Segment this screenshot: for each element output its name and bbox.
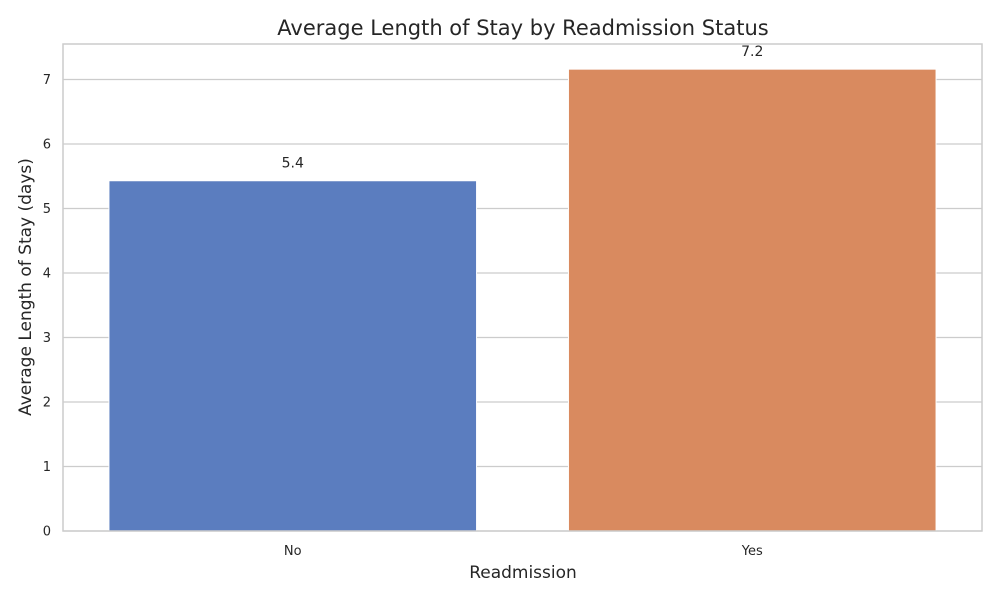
- plot-frame: [62, 43, 983, 532]
- bars: [108, 68, 937, 532]
- x-tick-label-no: No: [284, 544, 302, 559]
- data-labels: 5.4 7.2: [282, 44, 764, 172]
- y-tick-label: 2: [43, 395, 51, 410]
- y-tick-label: 4: [43, 266, 51, 281]
- chart-title: Average Length of Stay by Readmission St…: [277, 16, 768, 40]
- y-tick-label: 7: [43, 73, 51, 88]
- y-axis-title: Average Length of Stay (days): [16, 158, 36, 416]
- bar-yes: [567, 68, 937, 532]
- y-tick-labels: 0 1 2 3 4 5 6 7: [43, 73, 51, 540]
- x-axis-title: Readmission: [469, 563, 577, 583]
- y-tick-label: 3: [43, 331, 51, 346]
- y-tick-label: 5: [43, 202, 51, 217]
- bar-no: [108, 180, 478, 532]
- x-tick-labels: No Yes: [284, 544, 763, 559]
- data-label-no: 5.4: [282, 156, 304, 172]
- y-tick-label: 0: [43, 525, 51, 540]
- x-tick-label-yes: Yes: [741, 544, 763, 559]
- data-label-yes: 7.2: [741, 44, 763, 60]
- y-tick-label: 1: [43, 460, 51, 475]
- y-tick-label: 6: [43, 137, 51, 152]
